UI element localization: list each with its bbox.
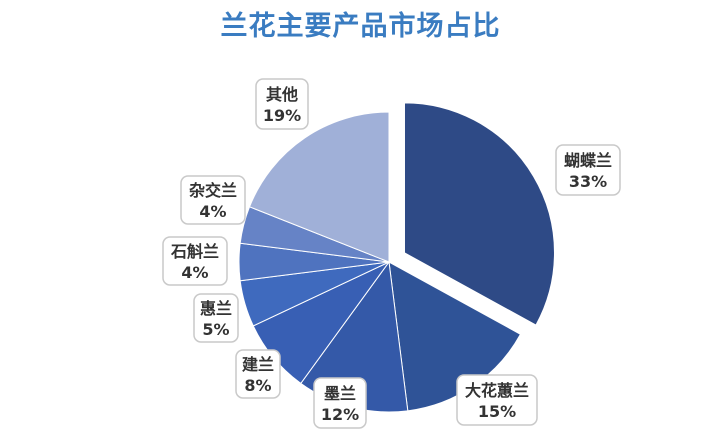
data-label-box — [180, 175, 246, 225]
data-label-category: 大花蕙兰 — [465, 381, 529, 400]
pie-slice-1 — [403, 102, 555, 326]
data-label-value: 4% — [181, 263, 208, 282]
data-label-5: 惠兰 5% — [193, 293, 239, 343]
data-label-category: 石斛兰 — [170, 242, 219, 261]
data-label-value: 19% — [263, 106, 301, 125]
data-label-1: 蝴蝶兰 33% — [555, 144, 621, 196]
data-label-value: 15% — [478, 402, 516, 421]
data-label-4: 建兰 8% — [235, 349, 281, 399]
data-label-value: 33% — [569, 172, 607, 191]
data-label-value: 12% — [321, 405, 359, 424]
data-label-2: 大花蕙兰 15% — [456, 374, 538, 426]
data-label-value: 4% — [199, 202, 226, 221]
data-label-box — [255, 78, 309, 130]
chart-title: 兰花主要产品市场占比 — [220, 11, 501, 42]
data-label-category: 蝴蝶兰 — [564, 151, 612, 170]
data-label-6: 石斛兰 4% — [162, 236, 228, 286]
data-label-box — [456, 374, 538, 426]
data-label-category: 墨兰 — [324, 384, 356, 403]
pie-slice-8 — [248, 111, 390, 263]
data-label-category: 杂交兰 — [189, 181, 237, 200]
data-label-box — [555, 144, 621, 196]
data-label-8: 其他 19% — [255, 78, 309, 130]
data-label-box — [313, 377, 367, 429]
data-label-box — [235, 349, 281, 399]
data-label-value: 5% — [202, 320, 229, 339]
data-label-category: 其他 — [266, 85, 298, 104]
data-label-category: 建兰 — [242, 355, 274, 374]
data-label-box — [193, 293, 239, 343]
data-label-value: 8% — [244, 376, 271, 395]
data-label-box — [162, 236, 228, 286]
data-label-7: 杂交兰 4% — [180, 175, 246, 225]
data-label-category: 惠兰 — [200, 299, 232, 318]
data-label-3: 墨兰 12% — [313, 377, 367, 429]
